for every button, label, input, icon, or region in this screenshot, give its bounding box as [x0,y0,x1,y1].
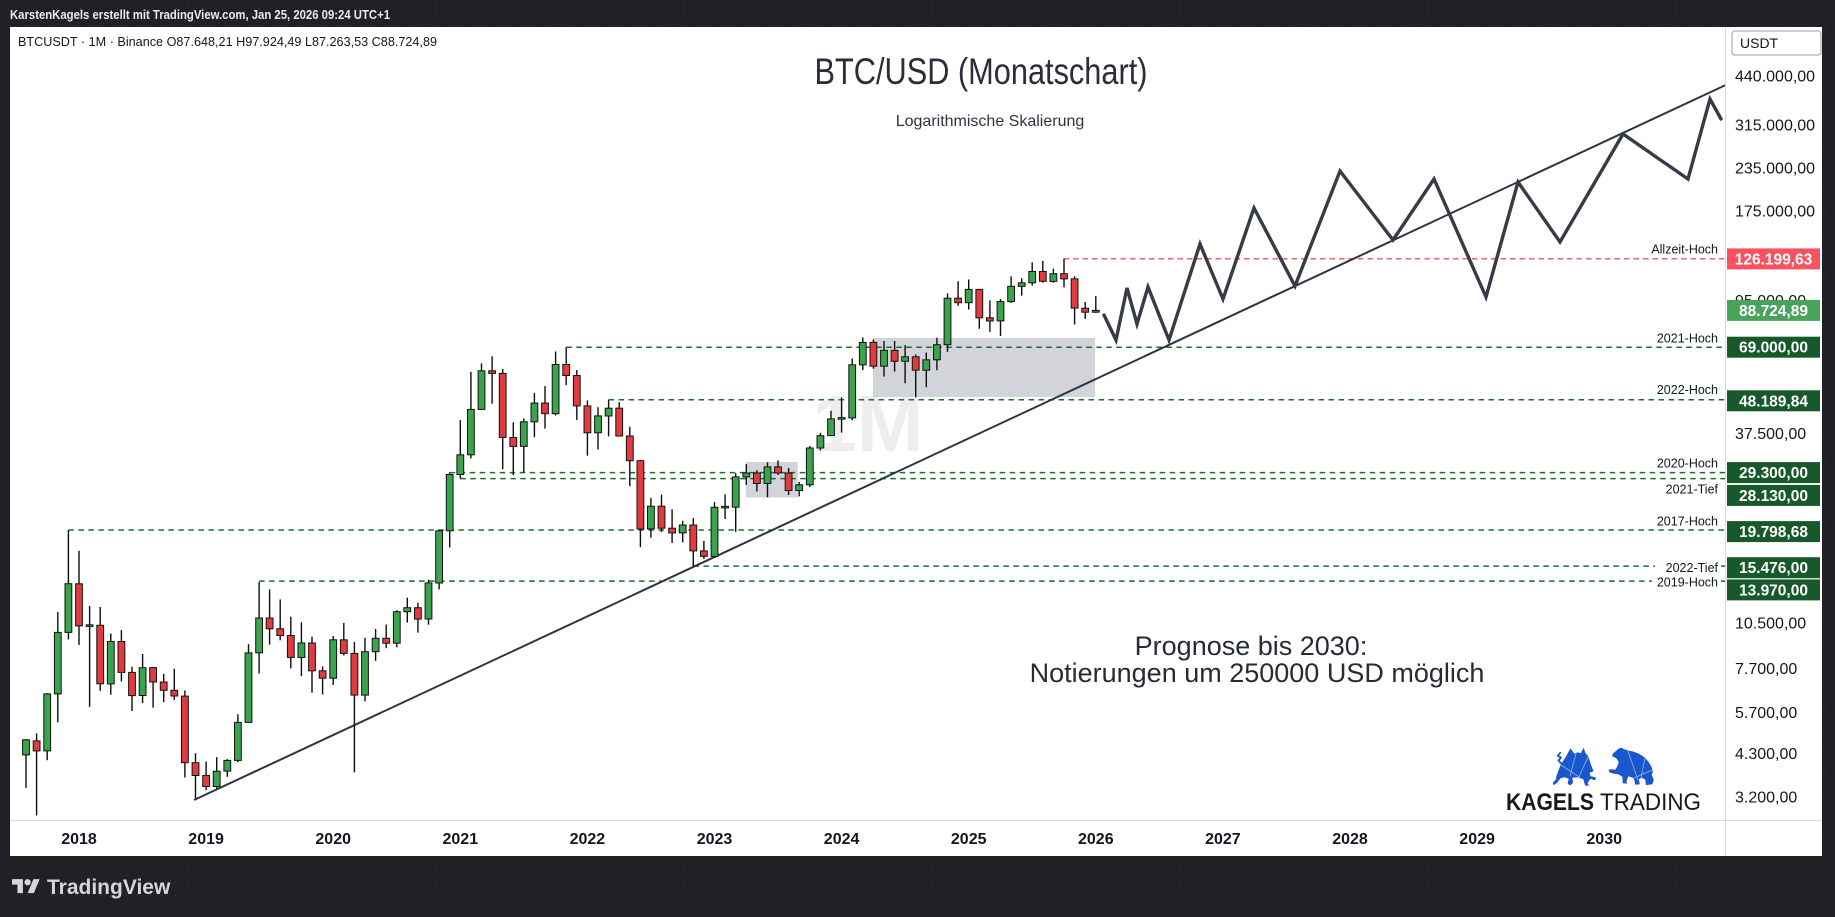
svg-text:235.000,00: 235.000,00 [1735,160,1815,177]
svg-text:2026: 2026 [1078,831,1114,848]
svg-text:126.199,63: 126.199,63 [1735,251,1813,268]
svg-text:175.000,00: 175.000,00 [1735,204,1815,221]
svg-text:2017-Hoch: 2017-Hoch [1657,515,1718,529]
svg-text:7.700,00: 7.700,00 [1735,661,1797,678]
svg-text:2021: 2021 [443,831,479,848]
svg-text:29.300,00: 29.300,00 [1739,465,1808,482]
svg-text:315.000,00: 315.000,00 [1735,117,1815,134]
svg-text:3.200,00: 3.200,00 [1735,789,1797,806]
svg-text:440.000,00: 440.000,00 [1735,69,1815,86]
svg-text:15.476,00: 15.476,00 [1739,560,1808,577]
svg-text:BTCUSDT · 1M · Binance O87.64: BTCUSDT · 1M · Binance O87.648,21 H97.92… [18,34,437,49]
svg-text:2025: 2025 [951,831,987,848]
svg-text:2029: 2029 [1459,831,1495,848]
svg-text:10.500,00: 10.500,00 [1735,615,1806,632]
svg-text:2020-Hoch: 2020-Hoch [1657,457,1718,471]
svg-text:TradingView: TradingView [47,876,171,899]
svg-text:19.798,68: 19.798,68 [1739,524,1808,541]
svg-text:2027: 2027 [1205,831,1241,848]
svg-text:4.300,00: 4.300,00 [1735,746,1797,763]
svg-text:69.000,00: 69.000,00 [1739,340,1808,357]
svg-text:28.130,00: 28.130,00 [1739,488,1808,505]
svg-text:37.500,00: 37.500,00 [1735,426,1806,443]
svg-text:2024: 2024 [824,831,860,848]
svg-text:Prognose bis 2030:: Prognose bis 2030: [1135,631,1368,661]
svg-text:13.970,00: 13.970,00 [1739,582,1808,599]
svg-text:TRADING: TRADING [1600,789,1701,816]
svg-text:2020: 2020 [315,831,351,848]
svg-text:2021-Tief: 2021-Tief [1666,483,1719,497]
svg-text:5.700,00: 5.700,00 [1735,705,1797,722]
svg-text:2019-Hoch: 2019-Hoch [1657,576,1718,590]
svg-text:2022-Hoch: 2022-Hoch [1657,383,1718,397]
svg-text:Allzeit-Hoch: Allzeit-Hoch [1651,243,1718,257]
svg-text:Logarithmische Skalierung: Logarithmische Skalierung [896,113,1085,130]
svg-text:KarstenKagels erstellt mit Tra: KarstenKagels erstellt mit TradingView.c… [10,7,390,22]
svg-text:2018: 2018 [61,831,97,848]
svg-text:2030: 2030 [1586,831,1622,848]
svg-text:2022-Tief: 2022-Tief [1666,561,1719,575]
svg-text:88.724,89: 88.724,89 [1739,303,1808,320]
svg-text:Notierungen um 250000 USD mögl: Notierungen um 250000 USD möglich [1030,658,1485,688]
svg-text:KAGELS: KAGELS [1506,789,1594,816]
svg-text:2022: 2022 [570,831,606,848]
svg-text:2023: 2023 [697,831,733,848]
svg-text:BTC/USD (Monatschart): BTC/USD (Monatschart) [815,51,1148,92]
svg-text:USDT: USDT [1740,35,1779,51]
svg-text:48.189,84: 48.189,84 [1739,393,1808,410]
svg-text:2019: 2019 [188,831,224,848]
svg-text:2028: 2028 [1332,831,1368,848]
svg-text:2021-Hoch: 2021-Hoch [1657,332,1718,346]
